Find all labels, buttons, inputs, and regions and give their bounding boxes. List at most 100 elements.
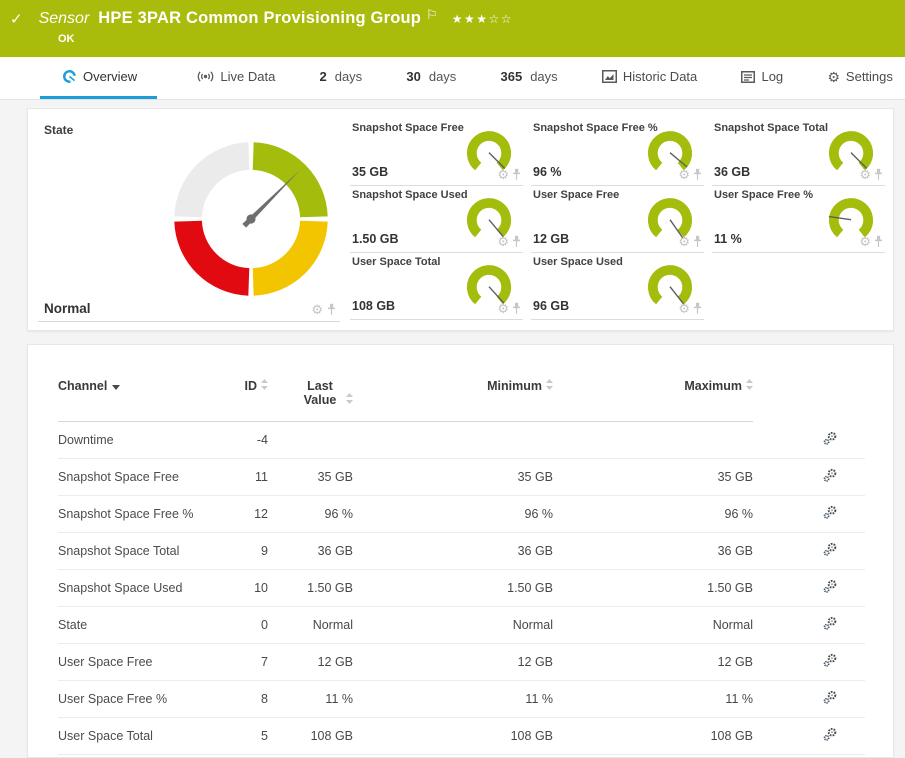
gauge-icons: ⚙ [859,235,883,248]
channel-settings-icon[interactable] [823,616,838,631]
channel-name-cell: User Space Used [58,754,228,758]
tab-bar: Overview Live Data 2 days 30 days 365 days Histo… [0,57,905,100]
gauge-dial [828,198,874,243]
table-row-snapshot-space-total: Snapshot Space Total 9 36 GB 36 GB 36 GB [58,532,865,570]
tab-live-data[interactable]: Live Data [193,57,279,99]
gear-icon[interactable]: ⚙ [859,234,871,249]
table-row-user-space-free: User Space Free % 8 11 % 11 % 11 % [58,680,865,718]
channel-last-value-cell: 96 % [268,495,353,533]
channel-maximum-cell [553,421,753,459]
state-gauge-value: Normal [44,301,91,316]
star-filled-icon[interactable]: ★ [451,11,464,26]
channel-actions-cell [753,643,865,681]
channel-id-cell: 11 [228,458,268,496]
star-empty-icon[interactable]: ☆ [488,11,501,26]
gauge-title: Snapshot Space Free % [533,122,658,134]
channel-name-cell: Downtime [58,421,228,459]
gauge-value: 108 GB [352,299,396,313]
pin-icon[interactable] [327,303,336,316]
gear-icon[interactable]: ⚙ [497,167,509,182]
sort-icon [346,393,353,407]
pin-icon[interactable] [874,168,883,181]
channel-settings-icon[interactable] [823,505,838,520]
channel-minimum-cell: 96 GB [353,754,553,758]
priority-stars[interactable]: ★★★☆☆ [452,12,513,26]
tab-number: 30 [406,69,421,84]
gauge-title: User Space Free % [714,189,814,201]
column-header-last[interactable]: Last Value [268,369,353,422]
channel-minimum-cell: 108 GB [353,717,553,755]
gear-icon[interactable]: ⚙ [311,302,323,317]
channel-name-cell: User Space Total [58,717,228,755]
channel-id-cell: 5 [228,717,268,755]
gear-icon[interactable]: ⚙ [859,167,871,182]
gauge-icons: ⚙ [678,235,702,248]
channel-maximum-cell: 35 GB [553,458,753,496]
column-header-channel[interactable]: Channel [58,369,228,422]
channel-id-cell: 0 [228,606,268,644]
channel-name-cell: Snapshot Space Free [58,458,228,496]
gear-icon[interactable]: ⚙ [678,167,690,182]
pin-icon[interactable] [693,235,702,248]
pin-icon[interactable] [693,302,702,315]
sort-icon [261,379,268,393]
sensor-kind-label: Sensor [38,9,90,27]
gear-icon[interactable]: ⚙ [497,301,509,316]
channel-settings-icon[interactable] [823,579,838,594]
channel-settings-icon[interactable] [823,653,838,668]
gear-icon[interactable]: ⚙ [678,301,690,316]
channel-actions-cell [753,458,865,496]
channel-id-cell: -4 [228,421,268,459]
channel-last-value-cell: 11 % [268,680,353,718]
column-label: Last Value [303,379,337,407]
tab-overview[interactable]: Overview [40,57,158,99]
channel-last-value-cell: 96 GB [268,754,353,758]
pin-icon[interactable] [512,168,521,181]
channel-settings-icon[interactable] [823,542,838,557]
tab-30-days[interactable]: 30 days [402,57,460,99]
channel-id-cell: 10 [228,569,268,607]
star-filled-icon[interactable]: ★ [463,11,477,26]
channel-minimum-cell: 1.50 GB [353,569,553,607]
tab-log[interactable]: Log [737,57,787,99]
sensor-status: OK [58,33,75,45]
column-header-max[interactable]: Maximum [553,369,753,422]
channel-settings-icon[interactable] [823,727,838,742]
star-empty-icon[interactable]: ☆ [500,11,514,26]
pin-icon[interactable] [512,302,521,315]
channel-last-value-cell: 12 GB [268,643,353,681]
tab-2-days[interactable]: 2 days [315,57,366,99]
channels-table: Channel ID Last Value Minimum Maximum Downti… [58,369,865,758]
gauge-dial [828,131,874,176]
column-header-id[interactable]: ID [228,369,268,422]
channel-actions-cell [753,421,865,459]
star-filled-icon[interactable]: ★ [476,11,489,26]
tab-settings[interactable]: ⚙ Settings [823,57,897,99]
pin-icon[interactable] [512,235,521,248]
table-row-downtime: Downtime -4 [58,421,865,459]
gear-icon[interactable]: ⚙ [678,234,690,249]
tab-label: days [530,69,558,84]
gauge-snapshot-space-free: Snapshot Space Free % 96 % ⚙ [531,119,704,186]
log-icon [741,70,756,83]
channel-settings-icon[interactable] [823,431,838,446]
gear-icon[interactable]: ⚙ [497,234,509,249]
flag-icon[interactable]: ⚐ [426,6,438,22]
chart-icon [601,70,617,83]
caret-down-icon [112,385,121,390]
channel-settings-icon[interactable] [823,690,838,705]
gauge-dial [647,198,693,243]
pin-icon[interactable] [874,235,883,248]
pin-icon[interactable] [693,168,702,181]
gauge-value: 36 GB [714,165,751,179]
gauge-value: 96 % [533,165,562,179]
channel-actions-cell [753,680,865,718]
column-header-min[interactable]: Minimum [353,369,553,422]
tab-historic-data[interactable]: Historic Data [598,57,701,99]
channel-maximum-cell: 1.50 GB [553,569,753,607]
gauge-dial [647,265,693,310]
gauge-title: User Space Free [533,189,620,201]
channel-settings-icon[interactable] [823,468,838,483]
channel-last-value-cell: 1.50 GB [268,569,353,607]
tab-365-days[interactable]: 365 days [497,57,562,99]
